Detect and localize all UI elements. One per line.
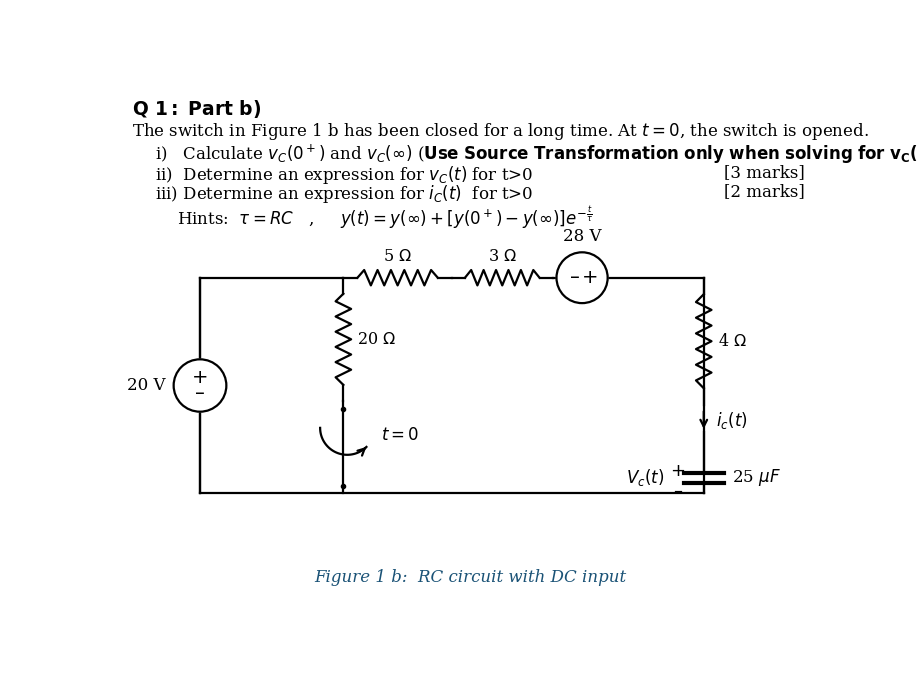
Text: 25 $\mu F$: 25 $\mu F$ <box>732 467 780 488</box>
Text: [2 marks]: [2 marks] <box>723 183 804 200</box>
Text: ii)  Determine an expression for $v_C(t)$ for t>0: ii) Determine an expression for $v_C(t)$… <box>155 164 533 186</box>
Text: The switch in Figure 1 b has been closed for a long time. At $t = 0$, the switch: The switch in Figure 1 b has been closed… <box>132 121 868 142</box>
Text: +: + <box>192 368 208 387</box>
Text: $V_c(t)$: $V_c(t)$ <box>626 467 664 488</box>
Circle shape <box>174 359 227 412</box>
Text: $t = 0$: $t = 0$ <box>381 427 419 444</box>
Text: 5 $\Omega$: 5 $\Omega$ <box>383 248 412 265</box>
Text: 20 $\Omega$: 20 $\Omega$ <box>357 331 397 348</box>
Text: 28 V: 28 V <box>563 228 601 245</box>
Text: $\bf{Q\ 1:\ Part\ b)}$: $\bf{Q\ 1:\ Part\ b)}$ <box>132 98 261 120</box>
Text: 3 $\Omega$: 3 $\Omega$ <box>487 248 517 265</box>
Text: 20 V: 20 V <box>128 377 166 394</box>
Text: –: – <box>570 268 580 287</box>
Text: i)   Calculate $v_C(0^+)$ and $v_C(\infty)$ ($\mathbf{Use\ Source\ Transformatio: i) Calculate $v_C(0^+)$ and $v_C(\infty)… <box>155 143 918 166</box>
Text: +: + <box>582 268 599 287</box>
Text: [3 marks]: [3 marks] <box>723 164 804 181</box>
Text: –: – <box>195 384 205 403</box>
Text: $i_c(t)$: $i_c(t)$ <box>716 410 748 431</box>
Text: +: + <box>670 462 685 480</box>
Circle shape <box>556 252 608 303</box>
Text: –: – <box>673 482 682 500</box>
Text: iii) Determine an expression for $i_C(t)$  for t>0: iii) Determine an expression for $i_C(t)… <box>155 183 533 205</box>
Text: Hints:  $\tau = RC$   ,     $y(t) = y(\infty) + [y(0^+) - y(\infty)]e^{-\frac{t}: Hints: $\tau = RC$ , $y(t) = y(\infty) +… <box>177 205 593 231</box>
Text: 4 $\Omega$: 4 $\Omega$ <box>718 333 746 350</box>
Text: Figure 1 b:  RC circuit with DC input: Figure 1 b: RC circuit with DC input <box>314 569 627 586</box>
FancyArrowPatch shape <box>357 448 365 456</box>
